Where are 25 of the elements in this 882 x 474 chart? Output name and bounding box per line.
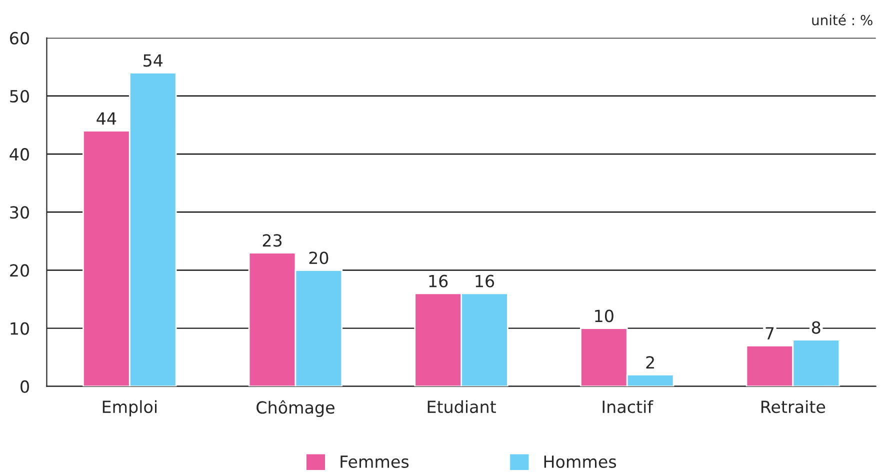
legend-label: Femmes	[340, 456, 409, 468]
data-label: 10	[595, 310, 614, 322]
legend-label: Hommes	[544, 456, 616, 468]
x-tick-label: Emploi	[102, 400, 156, 416]
y-tick-label: 60	[10, 32, 29, 44]
data-label: 16	[429, 274, 448, 288]
y-tick-label: 20	[10, 264, 29, 277]
data-label: 2	[646, 356, 654, 368]
text: unité : %	[812, 14, 872, 26]
data-label: 54	[144, 54, 163, 67]
data-label: 44	[96, 112, 116, 125]
data-label: 8	[812, 321, 820, 334]
x-tick-label: Chômage	[256, 400, 334, 417]
y-tick-label: 30	[10, 206, 29, 219]
y-tick-label: 10	[10, 322, 29, 335]
data-label: 23	[262, 234, 282, 247]
data-label: 16	[476, 274, 494, 288]
data-label: 20	[309, 252, 328, 264]
y-tick-label: 0	[20, 380, 29, 393]
x-tick-label: Retraite	[762, 400, 826, 414]
x-tick-label: Inactif	[602, 400, 654, 414]
y-tick-label: 40	[10, 148, 29, 161]
x-tick-label: Etudiant	[428, 400, 496, 414]
data-label: 7	[766, 327, 774, 340]
y-tick-label: 50	[10, 90, 29, 103]
